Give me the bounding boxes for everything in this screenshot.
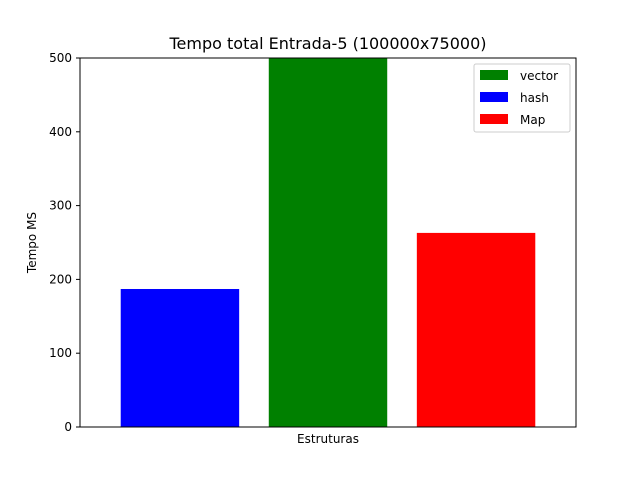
y-axis-label: Tempo MS [25,212,39,274]
legend-swatch-vector [480,70,508,80]
bar-vector [268,58,388,427]
bar-hash [120,288,240,427]
legend-swatch-hash [480,92,508,102]
y-tick-label: 0 [64,420,72,434]
bar-map [416,232,536,427]
y-tick-label: 400 [49,125,72,139]
y-axis: 0 100 200 300 400 500 [49,51,80,434]
y-tick-label: 100 [49,346,72,360]
legend-label-map: Map [520,113,545,127]
y-tick-label: 200 [49,272,72,286]
y-tick-label: 500 [49,51,72,65]
legend-label-vector: vector [520,69,558,83]
legend-swatch-map [480,114,508,124]
chart-title: Tempo total Entrada-5 (100000x75000) [168,34,486,53]
x-axis-label: Estruturas [297,432,359,446]
bars-group [120,58,536,427]
plot-frame [79,57,577,428]
y-tick-label: 300 [49,199,72,213]
legend: vector hash Map [473,63,571,133]
legend-label-hash: hash [520,91,549,105]
